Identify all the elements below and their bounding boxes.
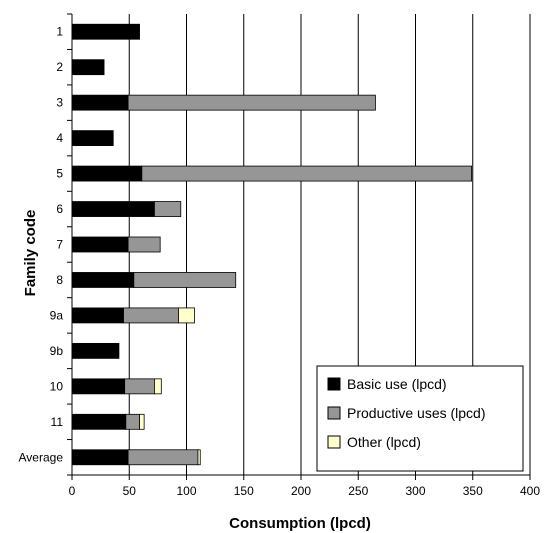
legend-swatch [327,435,341,449]
legend-label: Basic use (lpcd) [347,376,447,392]
y-tick-label: 5 [56,167,63,181]
x-tick-label: 200 [291,484,311,498]
y-tick-label: 1 [56,25,63,39]
x-tick-label: 100 [176,484,196,498]
y-tick-label: 2 [56,60,63,74]
bar-segment [124,378,155,395]
bar-segment [71,94,129,111]
bar-segment [71,201,155,217]
bar-segment [71,130,114,147]
bar-segment [71,59,105,76]
vertical-gridlines [128,14,531,475]
x-tick-label: 250 [348,484,368,498]
axes [67,13,531,480]
y-tick-label: 4 [56,131,63,145]
x-tick-label: 350 [463,484,483,498]
bar-segment [71,307,124,324]
legend-box [316,365,524,472]
x-tick-label: 400 [520,484,540,498]
bar-segment [154,201,182,217]
y-axis-title: Family code [22,210,39,297]
bar-segment [71,413,127,430]
bar-segment [141,165,473,182]
y-tick-label: 6 [56,202,63,216]
bar-segment [71,342,120,359]
bar-segment [71,272,135,288]
x-tick-label: 150 [234,484,254,498]
x-tick-label: 300 [405,484,425,498]
bar-segment [197,449,201,466]
bar-segment [127,236,161,253]
y-tick-label: 10 [50,379,64,393]
bar-segment [139,413,145,430]
x-tick-labels: 0 50 100 150 200 250 300 350 400 [69,484,541,498]
bar-segment [123,307,179,324]
y-tick-label: 11 [51,415,64,429]
bar-segment [71,165,143,182]
x-axis-title: Consumption (lpcd) [229,515,371,532]
y-tick-label: 7 [56,238,63,252]
legend-label: Productive uses (lpcd) [347,405,486,421]
x-tick-label: 50 [123,484,137,498]
bar-segment [71,236,129,253]
bar-segment [71,449,129,466]
legend-swatch [327,377,341,391]
y-tick-label: 9b [50,344,64,358]
bar-segment [71,23,140,40]
bar-segment [133,272,237,288]
x-tick-label: 0 [69,484,76,498]
y-tick-label: 3 [56,96,63,110]
bar-segment [71,378,126,395]
bars [71,23,473,466]
bar-segment [178,307,195,324]
bar-segment [125,413,140,430]
legend: Basic use (lpcd) Productive uses (lpcd) Ot… [316,365,524,472]
bar-segment [127,94,376,111]
y-tick-label: 9a [50,308,64,322]
bar-segment [127,449,199,466]
y-tick-label: Average [19,450,64,464]
y-tick-labels: 1 2 3 4 5 6 7 8 9a 9b 10 11 Average [19,25,64,465]
y-tick-label: 8 [56,273,63,287]
bar-segment [154,378,162,395]
legend-label: Other (lpcd) [347,434,421,450]
legend-swatch [327,406,341,420]
